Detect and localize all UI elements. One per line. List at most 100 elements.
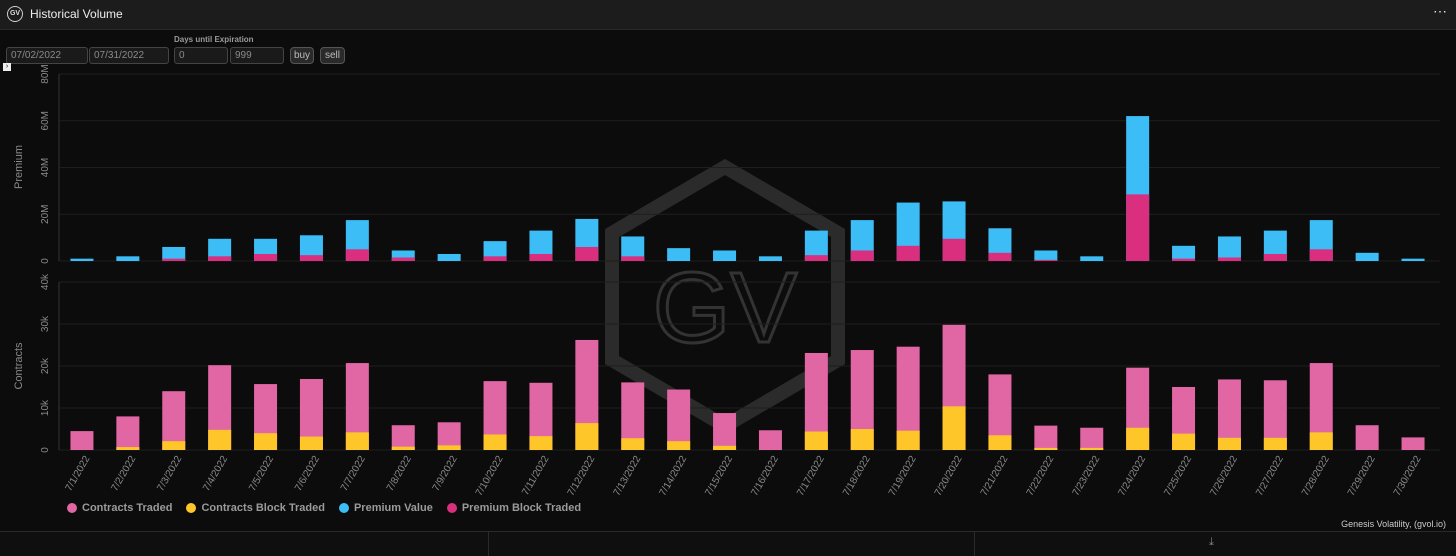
x-tick-label: 7/24/2022 (1116, 454, 1148, 498)
bar (621, 236, 645, 261)
bar (1217, 236, 1241, 261)
bar (116, 447, 140, 450)
watermark-text: GV (653, 252, 798, 364)
bar (850, 350, 874, 450)
bar (1080, 256, 1104, 261)
x-tick-label: 7/23/2022 (1071, 454, 1103, 498)
bar (575, 423, 599, 450)
x-tick-label: 7/5/2022 (247, 454, 276, 494)
bar (483, 256, 507, 261)
buy-button[interactable]: buy (290, 47, 314, 64)
bar (1034, 259, 1058, 261)
bar (162, 441, 186, 450)
header-bar: GV Historical Volume ⋯ (0, 0, 1456, 30)
bar (345, 249, 369, 261)
dte-min-input[interactable]: 0 (174, 47, 228, 64)
bar (1034, 447, 1058, 450)
x-tick-label: 7/9/2022 (431, 454, 460, 494)
legend-label: Premium Block Traded (461, 502, 582, 514)
bar (208, 429, 232, 450)
bar (208, 365, 232, 450)
x-tick-label: 7/14/2022 (657, 454, 689, 498)
legend-label: Premium Value (353, 502, 433, 514)
bar (299, 436, 323, 450)
x-tick-label: 7/21/2022 (979, 454, 1011, 498)
bar (1217, 437, 1241, 450)
more-options-icon[interactable]: ⋯ (1433, 3, 1448, 19)
bar (208, 238, 232, 261)
chart-credit: Genesis Volatility, (gvol.io) (1341, 519, 1446, 529)
bar (804, 352, 828, 450)
bar (1126, 427, 1150, 450)
x-tick-label: 7/28/2022 (1300, 454, 1332, 498)
legend-item-premium-value[interactable]: Premium Value (338, 502, 433, 514)
y-tick-label: 40M (40, 158, 51, 177)
x-tick-label: 7/15/2022 (703, 454, 735, 498)
bar (896, 430, 920, 450)
bar (1172, 433, 1196, 450)
legend-swatch (186, 503, 197, 513)
x-tick-label: 7/12/2022 (566, 454, 598, 498)
x-tick-label: 7/29/2022 (1346, 454, 1378, 498)
bar (988, 374, 1012, 450)
expand-icon[interactable]: › (3, 63, 11, 71)
x-tick-label: 7/2/2022 (109, 454, 138, 494)
chart-legend: Contracts Traded Contracts Block Traded … (67, 502, 581, 514)
bar (299, 255, 323, 261)
bar (437, 422, 461, 450)
bar (529, 230, 553, 261)
bar (1309, 249, 1333, 261)
gv-watermark: GV (605, 158, 845, 435)
x-tick-label: 7/20/2022 (933, 454, 965, 498)
y-tick-label: 80M (40, 64, 51, 83)
y-tick-label: 60M (40, 111, 51, 130)
bar (621, 382, 645, 450)
premium-panel: 0 20M 40M 60M 80M Premium (13, 64, 1440, 264)
x-tick-label: 7/13/2022 (612, 454, 644, 498)
y-tick-label: 40k (40, 273, 51, 290)
bar (529, 382, 553, 450)
dte-max-input[interactable]: 999 (230, 47, 284, 64)
y-tick-label: 0 (40, 258, 51, 264)
bar (437, 253, 461, 261)
x-tick-label: 7/7/2022 (339, 454, 368, 494)
bar (208, 256, 232, 261)
bar (1263, 380, 1287, 450)
bar (1034, 425, 1058, 450)
bar (804, 230, 828, 261)
x-axis-labels: 7/1/2022 7/2/2022 7/3/2022 7/4/2022 7/5/2022… (64, 454, 1424, 498)
legend-item-contracts-block-traded[interactable]: Contracts Block Traded (186, 502, 325, 514)
bar (758, 430, 782, 450)
bar (804, 255, 828, 261)
bar (483, 381, 507, 450)
bar (1217, 257, 1241, 261)
bar (621, 256, 645, 261)
x-tick-label: 7/1/2022 (64, 454, 93, 494)
bar (483, 434, 507, 450)
bar (162, 246, 186, 261)
bar (667, 441, 691, 450)
start-date-input[interactable]: 07/02/2022 (6, 47, 88, 64)
bar (988, 435, 1012, 450)
bar (850, 250, 874, 261)
footer-divider (488, 532, 489, 556)
bar (575, 339, 599, 450)
sell-button[interactable]: sell (320, 47, 345, 64)
legend-item-premium-block-traded[interactable]: Premium Block Traded (446, 502, 582, 514)
bar (391, 446, 415, 450)
bar (437, 445, 461, 450)
bar (1034, 250, 1058, 261)
y-axis-title: Premium (13, 145, 25, 189)
end-date-input[interactable]: 07/31/2022 (89, 47, 169, 64)
download-icon[interactable]: ⤓ (1209, 536, 1214, 548)
bar (1263, 253, 1287, 261)
bar (896, 346, 920, 450)
legend-item-contracts-traded[interactable]: Contracts Traded (67, 502, 172, 514)
legend-swatch (446, 503, 457, 513)
bar (1309, 363, 1333, 450)
x-tick-label: 7/18/2022 (841, 454, 873, 498)
page-title: Historical Volume (30, 7, 123, 21)
bar (299, 235, 323, 261)
bar (529, 253, 553, 261)
bar (345, 432, 369, 450)
